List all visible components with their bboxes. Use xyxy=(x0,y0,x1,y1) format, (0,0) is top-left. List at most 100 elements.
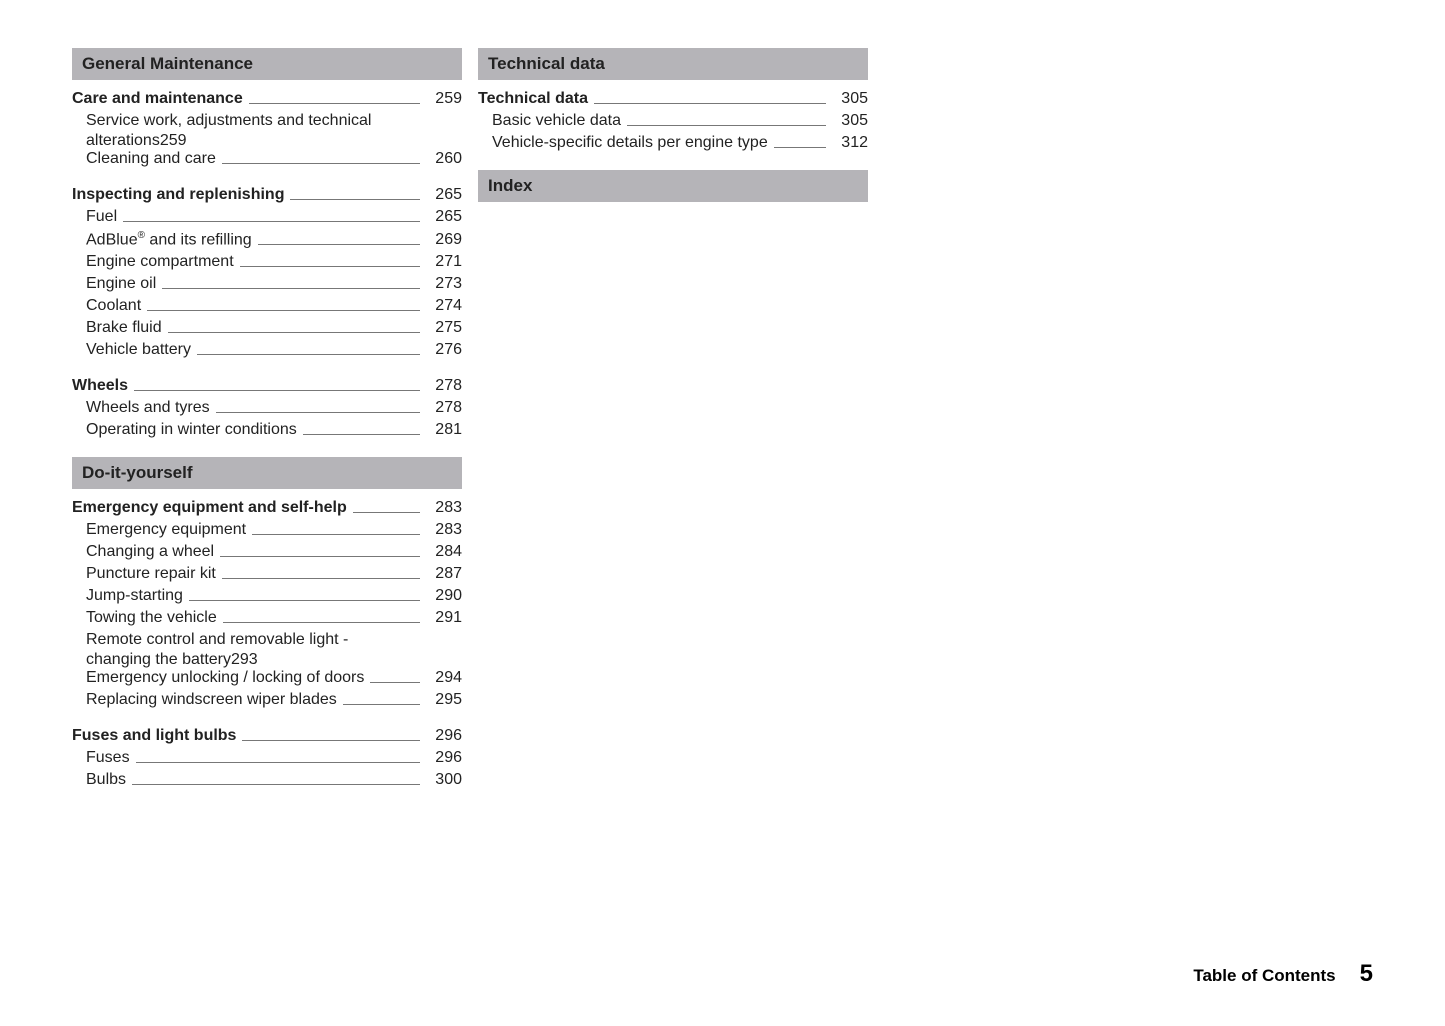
toc-line: Fuel 265 xyxy=(72,208,462,226)
toc-entry-label: Cleaning and care xyxy=(72,150,216,168)
toc-page-number: 291 xyxy=(426,609,462,627)
toc-page-number: 269 xyxy=(426,231,462,249)
toc-line: Operating in winter conditions 281 xyxy=(72,421,462,439)
section-header: Index xyxy=(478,170,868,202)
toc-group: Fuses and light bulbs296Fuses296Bulbs300 xyxy=(72,727,462,789)
toc-page-number: 259 xyxy=(426,90,462,108)
toc-page-number: 296 xyxy=(426,749,462,767)
toc-page-number: 295 xyxy=(426,691,462,709)
section-header: Technical data xyxy=(478,48,868,80)
toc-line: Fuses296 xyxy=(72,749,462,767)
toc-leader xyxy=(258,244,420,245)
toc-entry-label: Basic vehicle data xyxy=(478,112,621,130)
toc-page-number: 265 xyxy=(426,208,462,226)
toc-line: Coolant274 xyxy=(72,297,462,315)
toc-entry-label: Service work, adjustments and technical xyxy=(72,112,462,130)
toc-entry-label: Technical data xyxy=(478,90,588,108)
toc-page-number: 293 xyxy=(231,651,258,669)
toc-line: Jump-starting290 xyxy=(72,587,462,605)
toc-leader xyxy=(222,578,420,579)
toc-page-number: 296 xyxy=(426,727,462,745)
toc-entry-label: Vehicle battery xyxy=(72,341,191,359)
toc-line: Vehicle-specific details per engine type… xyxy=(478,134,868,152)
toc-page-number: 281 xyxy=(426,421,462,439)
toc-line: Inspecting and replenishing 265 xyxy=(72,186,462,204)
footer-page-number: 5 xyxy=(1360,960,1373,988)
toc-leader xyxy=(168,332,420,333)
toc-line: Emergency equipment283 xyxy=(72,521,462,539)
toc-group: Emergency equipment and self-help283 Emer… xyxy=(72,499,462,709)
toc-page-number: 278 xyxy=(426,399,462,417)
toc-entry-label: Bulbs xyxy=(72,771,126,789)
toc-leader xyxy=(343,704,420,705)
toc-leader xyxy=(197,354,420,355)
toc-line: Care and maintenance 259 xyxy=(72,90,462,108)
toc-entry-label: changing the battery xyxy=(72,651,231,669)
toc-page-number: 300 xyxy=(426,771,462,789)
toc-line: Basic vehicle data 305 xyxy=(478,112,868,130)
toc-line: Cleaning and care260 xyxy=(72,150,462,168)
toc-leader xyxy=(353,512,420,513)
toc-entry-label: Fuses and light bulbs xyxy=(72,727,236,745)
toc-line: Technical data305 xyxy=(478,90,868,108)
toc-leader xyxy=(242,740,420,741)
toc-entry-label: Brake fluid xyxy=(72,319,162,337)
toc-entry-label: Fuel xyxy=(72,208,117,226)
toc-page-number: 271 xyxy=(426,253,462,271)
toc-line: Bulbs 300 xyxy=(72,771,462,789)
toc-group: Technical data305 Basic vehicle data 305 Ve… xyxy=(478,90,868,152)
toc-line: Towing the vehicle 291 xyxy=(72,609,462,627)
toc-entry-label: Emergency equipment xyxy=(72,521,246,539)
toc-entry-label: Vehicle-specific details per engine type xyxy=(478,134,768,152)
toc-leader xyxy=(222,163,420,164)
toc-line-wrapped: Remote control and removable light - chan… xyxy=(72,631,462,669)
toc-entry-label: Wheels xyxy=(72,377,128,395)
section-header: Do-it-yourself xyxy=(72,457,462,489)
toc-entry-label: alterations xyxy=(72,132,160,150)
right-column: Technical dataTechnical data305Basic veh… xyxy=(478,48,868,807)
toc-entry-label: Care and maintenance xyxy=(72,90,243,108)
toc-leader xyxy=(303,434,420,435)
toc-leader xyxy=(594,103,826,104)
toc-line: Emergency equipment and self-help283 xyxy=(72,499,462,517)
toc-leader xyxy=(162,288,420,289)
toc-columns: General Maintenance Care and maintenance 2… xyxy=(72,48,1373,807)
toc-entry-label: Replacing windscreen wiper blades xyxy=(72,691,337,709)
toc-entry-label: Inspecting and replenishing xyxy=(72,186,284,204)
toc-entry-label: AdBlue® and its refilling xyxy=(72,230,252,249)
toc-leader xyxy=(240,266,420,267)
toc-leader xyxy=(136,762,420,763)
toc-entry-label: Remote control and removable light - xyxy=(72,631,462,649)
toc-line: Fuses and light bulbs 296 xyxy=(72,727,462,745)
toc-entry-label: Operating in winter conditions xyxy=(72,421,297,439)
toc-leader xyxy=(249,103,420,104)
toc-leader xyxy=(220,556,420,557)
toc-leader xyxy=(123,221,420,222)
toc-page-number: 275 xyxy=(426,319,462,337)
toc-page-number: 305 xyxy=(832,112,868,130)
toc-entry-label: Towing the vehicle xyxy=(72,609,217,627)
toc-entry-label: Jump-starting xyxy=(72,587,183,605)
toc-leader xyxy=(189,600,420,601)
toc-line: Wheels and tyres 278 xyxy=(72,399,462,417)
toc-page-number: 284 xyxy=(426,543,462,561)
toc-page-number: 294 xyxy=(426,669,462,687)
toc-leader xyxy=(134,390,420,391)
toc-entry-label: Wheels and tyres xyxy=(72,399,210,417)
toc-leader xyxy=(132,784,420,785)
toc-line: Vehicle battery 276 xyxy=(72,341,462,359)
toc-page-number: 276 xyxy=(426,341,462,359)
toc-page-number: 265 xyxy=(426,186,462,204)
left-column: General Maintenance Care and maintenance 2… xyxy=(72,48,462,807)
section-header: General Maintenance xyxy=(72,48,462,80)
toc-entry-label: Engine compartment xyxy=(72,253,234,271)
toc-leader xyxy=(290,199,420,200)
toc-page-number: 259 xyxy=(160,132,187,150)
toc-line: Engine compartment 271 xyxy=(72,253,462,271)
toc-leader xyxy=(147,310,420,311)
toc-line: Wheels278 xyxy=(72,377,462,395)
toc-entry-label: Emergency unlocking / locking of doors xyxy=(72,669,364,687)
toc-line-wrapped: Service work, adjustments and technical a… xyxy=(72,112,462,150)
toc-line: Emergency unlocking / locking of doors 29… xyxy=(72,669,462,687)
toc-entry-label: Puncture repair kit xyxy=(72,565,216,583)
